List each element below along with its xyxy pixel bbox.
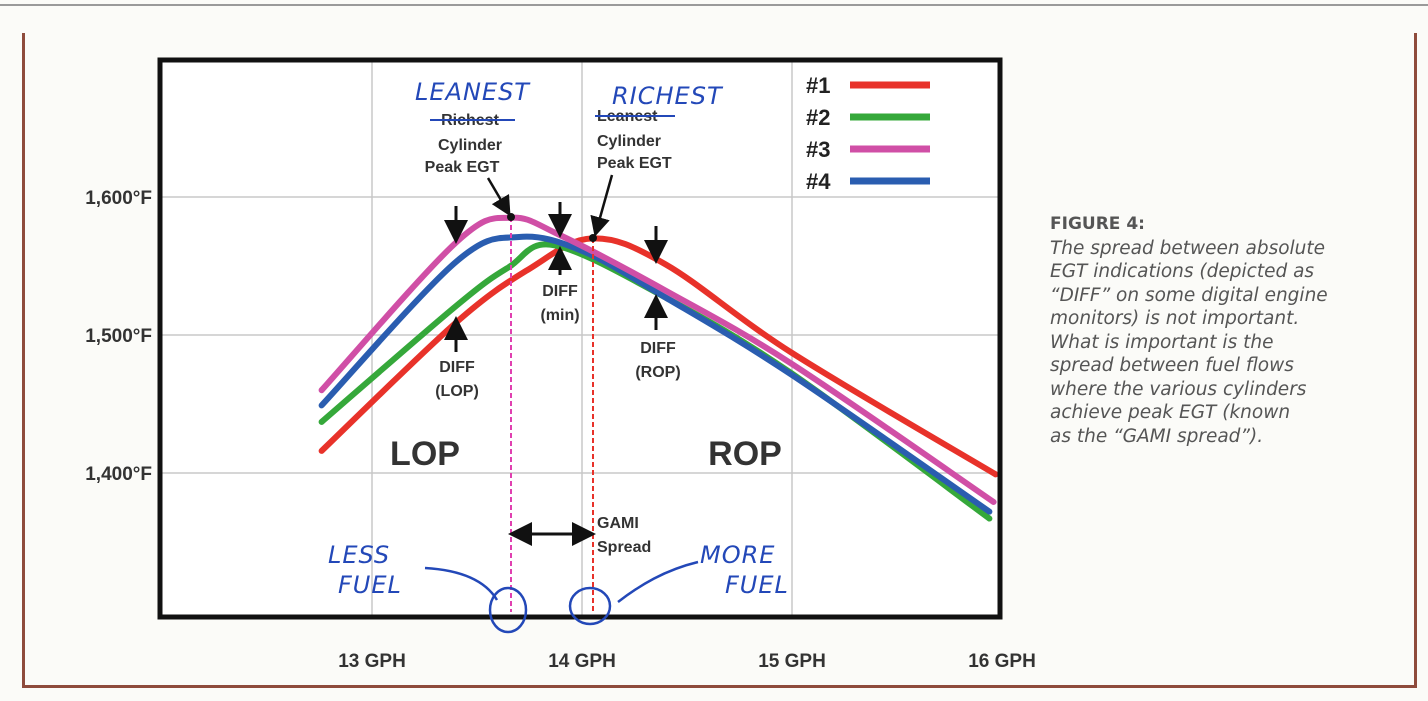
- axis-ticks: 13 GPH 14 GPH 15 GPH 16 GPH 1,600°F 1,500°F 1,…: [85, 188, 1036, 672]
- diff-rop-label: (ROP): [635, 364, 680, 381]
- more-fuel-handwritten: FUEL: [725, 571, 789, 599]
- more-fuel-circle: [568, 586, 612, 626]
- caption-line: spread between fuel flows: [1050, 355, 1294, 376]
- lop-region-label: LOP: [390, 435, 460, 473]
- more-fuel-handwritten: MORE: [700, 541, 775, 569]
- leanest-peak-dot: [507, 213, 515, 221]
- richest-pointer-arrow: [590, 174, 614, 237]
- series-line-3: [318, 214, 997, 505]
- peak-egt-label: Peak EGT: [597, 155, 672, 172]
- caption-text: The spread between absolute EGT indicatio…: [1050, 237, 1410, 449]
- caption-line: “DIFF” on some digital engine: [1050, 284, 1328, 306]
- diff-min-label: DIFF: [542, 283, 578, 300]
- caption-line: achieve peak EGT (known: [1050, 402, 1291, 423]
- leanest-pointer-arrow: [486, 177, 511, 217]
- caption-line: The spread between absolute: [1050, 237, 1326, 259]
- richest-handwritten: RICHEST: [612, 82, 724, 110]
- legend-label: #1: [806, 73, 830, 98]
- caption-heading: FIGURE 4:: [1050, 214, 1145, 234]
- top-rule: [0, 4, 1428, 6]
- legend-label: #2: [806, 105, 830, 130]
- gami-label: Spread: [597, 539, 651, 556]
- figure-frame: [22, 33, 1417, 688]
- y-tick-label: 1,500°F: [85, 326, 152, 347]
- diff-rop-label: DIFF: [640, 340, 676, 357]
- cylinder-label: Cylinder: [597, 133, 661, 150]
- y-tick-label: 1,400°F: [85, 464, 152, 485]
- richest-peak-dot: [589, 234, 597, 242]
- x-tick-label: 13 GPH: [338, 651, 406, 672]
- diff-lop-label: DIFF: [439, 359, 475, 376]
- less-fuel-circle: [488, 586, 528, 634]
- rop-region-label: ROP: [708, 435, 782, 473]
- legend: #1 #2 #3 #4: [806, 73, 930, 194]
- x-tick-label: 14 GPH: [548, 651, 616, 672]
- more-fuel-arrow: [617, 560, 699, 603]
- legend-label: #4: [806, 169, 831, 194]
- caption-line: where the various cylinders: [1050, 378, 1307, 400]
- x-tick-label: 16 GPH: [968, 651, 1036, 672]
- series-lines: [318, 214, 999, 522]
- less-fuel-handwritten: LESS: [328, 541, 390, 569]
- gami-label: GAMI: [597, 515, 639, 532]
- caption-line: EGT indications (depicted as: [1050, 261, 1315, 282]
- leanest-handwritten: LEANEST: [415, 78, 531, 106]
- diff-min-label: (min): [540, 307, 579, 324]
- plot-border: [157, 57, 1003, 620]
- legend-label: #3: [806, 137, 830, 162]
- caption-line: monitors) is not important.: [1050, 308, 1300, 329]
- less-fuel-handwritten: FUEL: [338, 571, 402, 599]
- cylinder-label: Cylinder: [438, 137, 502, 154]
- caption-line: What is important is the: [1050, 331, 1274, 353]
- less-fuel-arrow: [424, 566, 499, 601]
- diff-lop-label: (LOP): [435, 383, 479, 400]
- x-tick-label: 15 GPH: [758, 651, 826, 672]
- caption-line: as the “GAMI spread”).: [1050, 425, 1264, 447]
- figure-caption: FIGURE 4: The spread between absolute EGT…: [1050, 213, 1410, 448]
- series-line-4: [318, 233, 993, 515]
- y-tick-label: 1,600°F: [85, 188, 152, 209]
- peak-egt-label: Peak EGT: [425, 159, 500, 176]
